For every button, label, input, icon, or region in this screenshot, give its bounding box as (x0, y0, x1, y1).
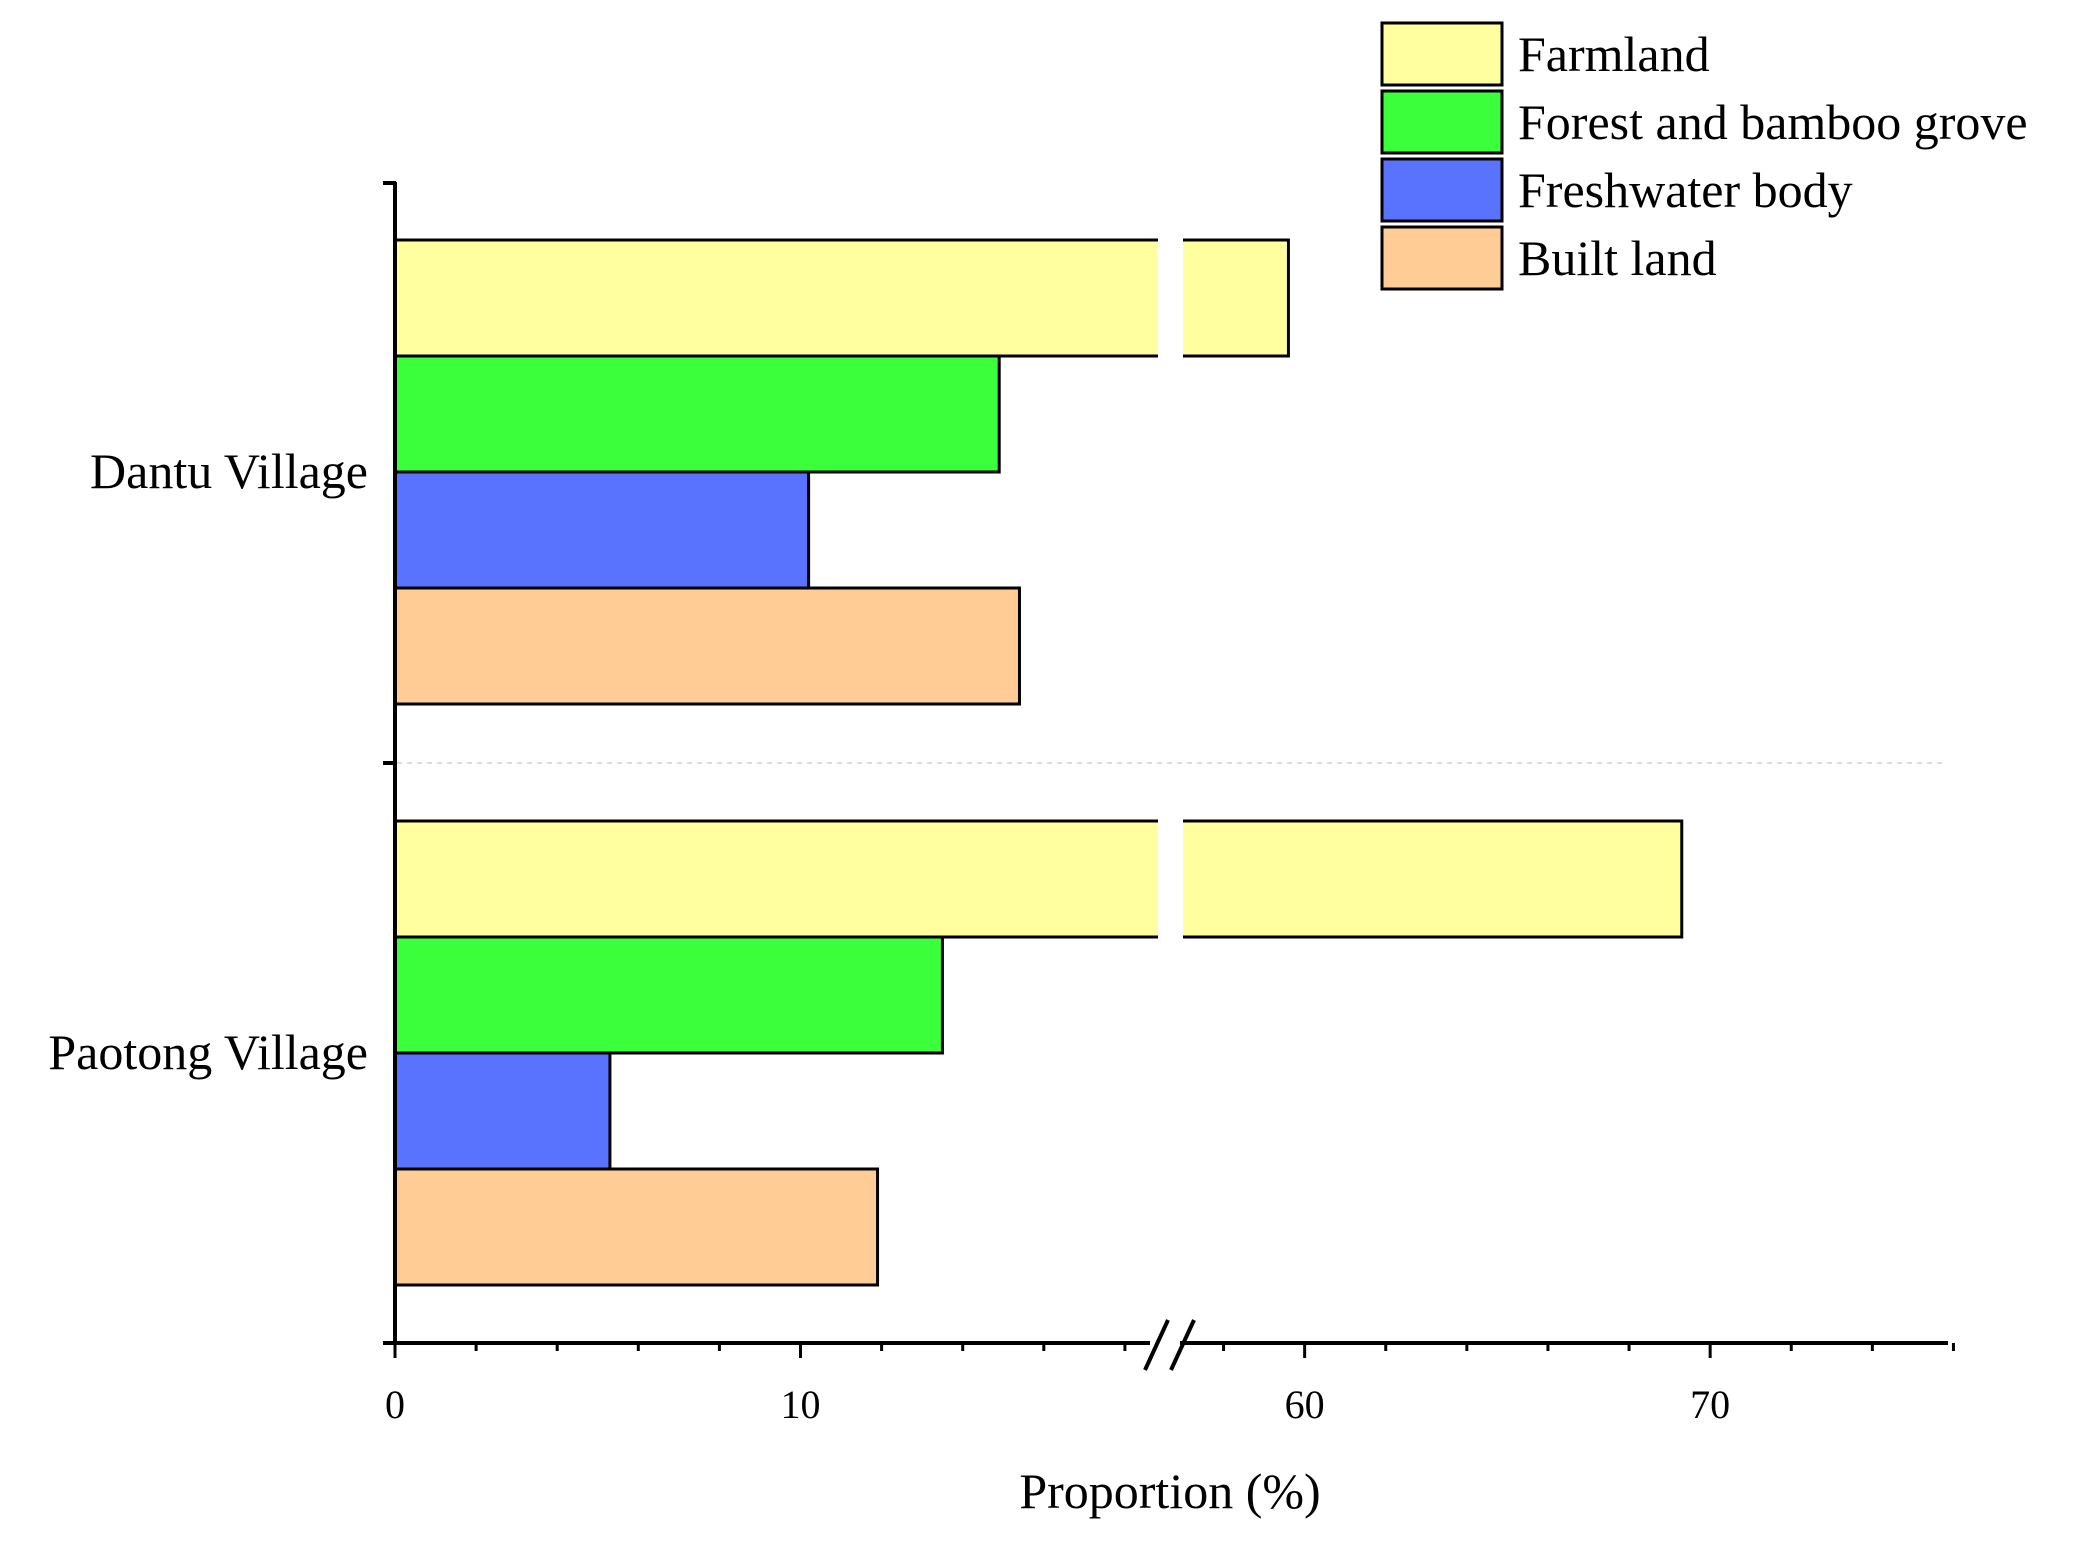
x-tick-label: 0 (385, 1382, 405, 1427)
bar-built-land-dantu (393, 586, 1021, 706)
legend-swatch-built-land (1380, 225, 1504, 291)
axis-break-mark-right (1169, 1319, 1196, 1371)
bar-built-land-paotong (393, 1167, 880, 1287)
legend: Farmland Forest and bamboo grove Freshwate… (1380, 21, 2028, 291)
bars-layer (393, 230, 1684, 1320)
legend-label: Freshwater body (1518, 162, 1853, 218)
bar-farmland-dantu (393, 238, 1290, 358)
axis-break-mark-left (1143, 1319, 1170, 1371)
legend-swatch-forest-and-bamboo-grove (1380, 89, 1504, 155)
legend-swatch-freshwater-body (1380, 157, 1504, 223)
x-tick-label: 10 (781, 1382, 821, 1427)
category-label: Dantu Village (90, 443, 368, 499)
axis-break-gap (1158, 230, 1183, 1320)
bar-freshwater-body-paotong (393, 1051, 612, 1171)
labels-layer: Proportion (%) Dantu Village Paotong Vill… (48, 443, 1320, 1519)
category-label: Paotong Village (48, 1024, 368, 1080)
bar-forest-and-bamboo-grove-paotong (393, 935, 944, 1055)
legend-label: Forest and bamboo grove (1518, 94, 2028, 150)
bar-freshwater-body-dantu (393, 470, 811, 590)
bar-farmland-paotong (393, 819, 1684, 939)
x-axis-title: Proportion (%) (1019, 1463, 1320, 1519)
legend-label: Built land (1518, 230, 1717, 286)
x-tick-label: 60 (1285, 1382, 1325, 1427)
axes-layer (383, 181, 1948, 1371)
legend-swatch-farmland (1380, 21, 1504, 87)
ticks-layer: 0 10 60 70 (385, 1343, 1955, 1427)
x-tick-label: 70 (1690, 1382, 1730, 1427)
legend-label: Farmland (1518, 26, 1710, 82)
bar-forest-and-bamboo-grove-dantu (393, 354, 1001, 474)
